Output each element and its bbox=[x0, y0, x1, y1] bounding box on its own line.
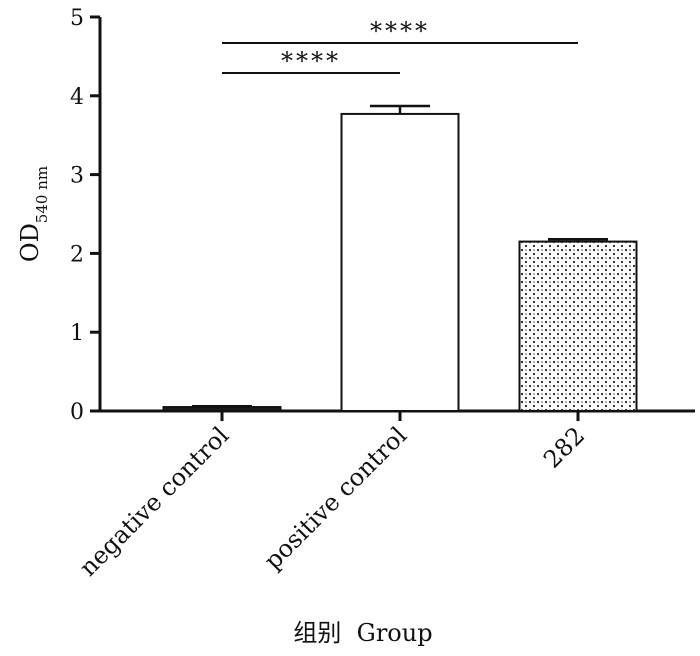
x-axis-label: 组别 Group bbox=[293, 619, 432, 647]
y-tick-label: 4 bbox=[70, 85, 84, 110]
category-label: positive control bbox=[259, 421, 413, 575]
bar bbox=[162, 406, 282, 412]
y-tick-label: 5 bbox=[70, 6, 84, 31]
significance-label: **** bbox=[370, 17, 430, 45]
y-axis-label: OD540 nm bbox=[16, 166, 51, 262]
y-ticks: 0 1 2 3 4 5 bbox=[70, 6, 100, 425]
x-ticks: negative control positive control 282 bbox=[74, 411, 590, 582]
y-tick-label: 3 bbox=[70, 164, 84, 189]
bar bbox=[340, 112, 460, 412]
category-label: negative control bbox=[74, 421, 234, 581]
significance-brackets: **** **** bbox=[222, 17, 578, 75]
significance-label: **** bbox=[281, 47, 341, 75]
y-tick-label: 0 bbox=[70, 400, 84, 425]
bars bbox=[162, 112, 638, 412]
category-label: 282 bbox=[538, 421, 590, 473]
error-bars bbox=[192, 104, 608, 408]
y-tick-label: 2 bbox=[70, 242, 84, 267]
y-axis-label-sub: 540 nm bbox=[33, 166, 51, 223]
bar bbox=[518, 240, 638, 412]
y-axis-label-main: OD bbox=[16, 223, 44, 262]
y-tick-label: 1 bbox=[70, 321, 84, 346]
